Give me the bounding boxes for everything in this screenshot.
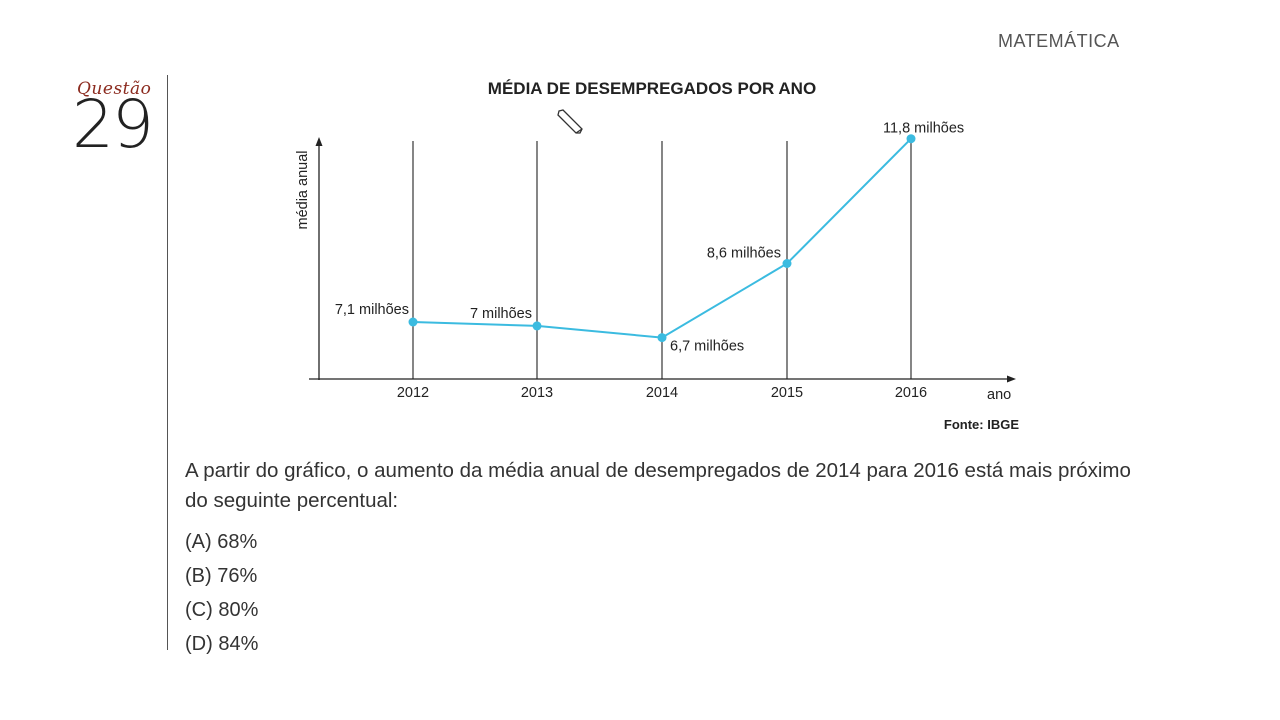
x-axis-label: ano (987, 387, 1011, 403)
chart-source: Fonte: IBGE (944, 417, 1019, 432)
data-label: 7 milhões (470, 306, 532, 322)
option-c[interactable]: (C) 80% (185, 599, 259, 621)
x-tick-label: 2016 (895, 385, 927, 401)
x-axis-arrow (1007, 375, 1016, 383)
vertical-divider (167, 75, 168, 650)
subject-header: MATEMÁTICA (998, 31, 1120, 51)
y-axis-arrow (315, 137, 323, 146)
option-b[interactable]: (B) 76% (185, 565, 258, 587)
answer-options: (A) 68% (B) 76% (C) 80% (D) 84% (185, 525, 258, 661)
chart-title: MÉDIA DE DESEMPREGADOS POR ANO (488, 79, 816, 98)
data-point (782, 259, 792, 268)
data-label: 8,6 milhões (707, 246, 781, 262)
option-d[interactable]: (D) 84% (185, 633, 259, 655)
data-point (408, 317, 418, 327)
x-tick-label: 2015 (771, 385, 803, 401)
data-label: 6,7 milhões (670, 339, 744, 355)
data-point (532, 321, 542, 331)
x-tick-label: 2014 (646, 385, 678, 401)
question-number: 29 (72, 86, 154, 163)
question-label: Questão (77, 79, 152, 99)
y-axis-label: média anual (295, 151, 311, 230)
x-tick-label: 2013 (521, 385, 553, 401)
data-point (906, 134, 916, 144)
data-point (657, 333, 667, 343)
data-label: 11,8 milhões (883, 121, 964, 137)
unemployment-line-chart: MÉDIA DE DESEMPREGADOS POR ANO média anu… (295, 79, 1019, 432)
question-text: A partir do gráfico, o aumento da média … (185, 459, 1131, 512)
option-a[interactable]: (A) 68% (185, 531, 258, 553)
x-tick-label: 2012 (397, 385, 429, 401)
pencil-cursor-icon (557, 109, 583, 134)
data-label: 7,1 milhões (335, 302, 409, 318)
